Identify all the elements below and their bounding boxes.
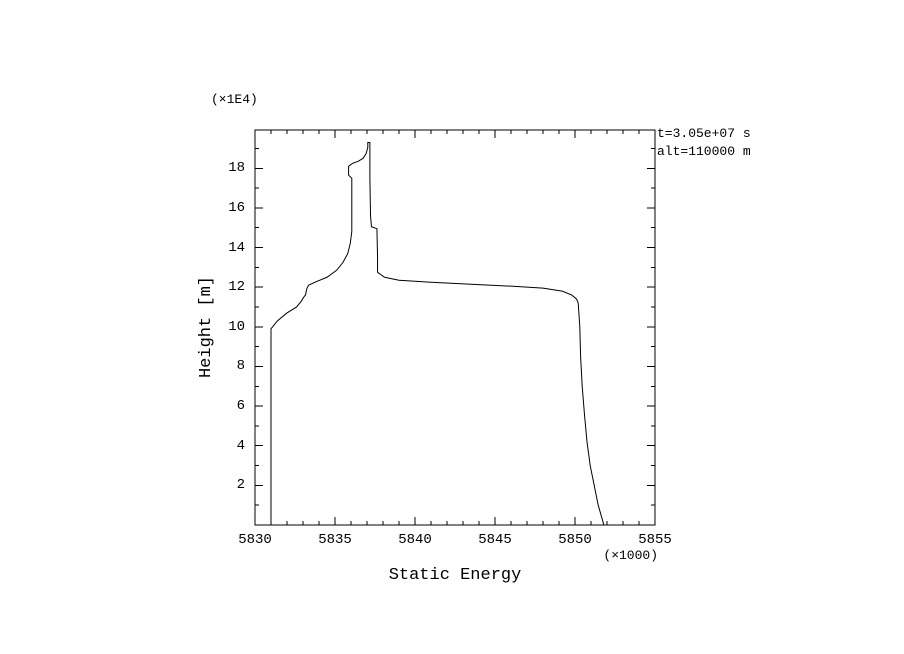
x-tick-label: 5835 — [318, 532, 352, 548]
y-tick-label: 14 — [228, 239, 245, 256]
series-static-energy-profile — [270, 141, 605, 526]
plot-frame — [254, 129, 656, 526]
x-tick-label: 5840 — [398, 532, 432, 548]
y-tick-label: 10 — [228, 318, 245, 335]
annotation-altitude: alt=110000 m — [657, 144, 751, 159]
y-tick-label: 8 — [236, 358, 245, 375]
x-tick-label: 5855 — [638, 532, 672, 548]
y-tick-label: 2 — [236, 477, 245, 494]
x-axis-title: Static Energy — [388, 566, 522, 585]
y-axis-unit-label: (×1E4) — [211, 92, 258, 107]
y-tick-label: 18 — [228, 160, 245, 177]
y-tick-label: 4 — [236, 437, 245, 454]
y-tick-label: 6 — [236, 398, 245, 415]
x-tick-label: 5845 — [478, 532, 512, 548]
x-axis-unit-label: (×1000) — [603, 548, 658, 563]
y-tick-label: 12 — [228, 279, 245, 296]
x-tick-label: 5850 — [558, 532, 592, 548]
y-tick-label: 16 — [228, 199, 245, 216]
annotation-time: t=3.05e+07 s — [657, 126, 751, 141]
x-tick-label: 5830 — [238, 532, 272, 548]
